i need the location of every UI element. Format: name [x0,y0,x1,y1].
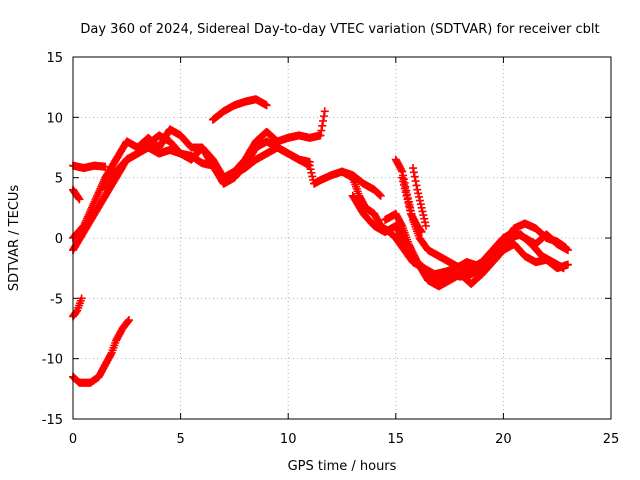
data-marker [75,195,84,204]
data-marker [308,172,317,181]
data-marker [305,157,314,166]
x-tick-label: 0 [69,432,77,447]
data-marker [421,221,430,230]
y-tick-label: -15 [42,413,63,428]
data-marker [90,197,99,206]
data-points [69,95,572,387]
data-marker [74,194,83,203]
data-marker [397,220,406,229]
data-marker [412,181,421,190]
data-marker [402,191,411,200]
data-marker [420,214,429,223]
data-marker [399,180,408,189]
data-marker [318,121,327,130]
data-marker [417,203,426,212]
data-marker [124,316,133,325]
x-axis-label: GPS time / hours [288,459,397,474]
tick-labels: 0 5 10 15 20 25 -15 -10 -5 0 5 10 15 [42,51,620,447]
data-marker [93,190,102,199]
data-marker [317,126,326,135]
data-marker [95,186,104,195]
x-tick-label: 10 [280,432,297,447]
x-tick-label: 5 [176,432,184,447]
data-marker [416,226,425,235]
y-tick-label: 10 [46,111,63,126]
data-marker [91,195,100,204]
data-marker [409,164,418,173]
data-marker [319,112,328,121]
data-marker [418,207,427,216]
data-marker [401,188,410,197]
data-marker [410,172,419,181]
data-marker [415,196,424,205]
data-marker [399,177,408,186]
data-marker [405,202,414,211]
data-marker [319,116,328,125]
y-tick-label: -10 [42,353,63,368]
chart-title: Day 360 of 2024, Sidereal Day-to-day VTE… [80,22,599,37]
data-marker [414,189,423,198]
data-marker [404,199,413,208]
data-marker [400,184,409,193]
data-marker [398,173,407,182]
x-tick-label: 25 [603,432,620,447]
y-axis-label: SDTVAR / TECUs [7,185,22,292]
data-marker [316,131,325,140]
data-marker [415,192,424,201]
x-tick-label: 15 [388,432,405,447]
data-marker [421,218,430,227]
data-marker [320,107,329,116]
data-marker [376,191,385,200]
y-tick-label: 5 [55,172,63,187]
data-marker [72,307,81,316]
data-marker [409,168,418,177]
y-tick-label: 15 [46,51,63,66]
data-marker [417,227,426,236]
data-marker [262,101,271,110]
data-marker [306,165,315,174]
data-marker [94,188,103,197]
data-marker [406,206,415,215]
data-marker [124,317,133,326]
data-marker [397,166,406,175]
data-marker [416,200,425,209]
y-tick-label: -5 [50,292,63,307]
data-marker [307,168,316,177]
y-tick-label: 0 [55,232,63,247]
x-tick-label: 20 [495,432,512,447]
data-marker [93,192,102,201]
data-marker [411,177,420,186]
data-marker [77,294,86,303]
data-marker [419,211,428,220]
data-marker [403,195,412,204]
data-marker [563,260,572,269]
data-marker [92,194,101,203]
data-marker [106,350,115,359]
data-marker [413,185,422,194]
data-marker [563,246,572,255]
plot-frame [72,56,612,420]
